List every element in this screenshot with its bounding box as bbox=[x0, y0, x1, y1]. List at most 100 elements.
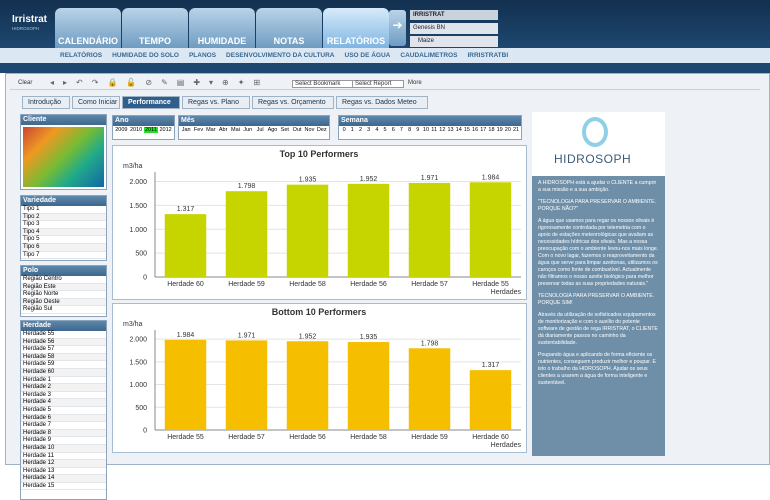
bar bbox=[164, 339, 207, 430]
subnav-item[interactable]: HUMIDADE DO SOLO bbox=[112, 52, 179, 59]
subnav-item[interactable]: DESENVOLVIMENTO DA CULTURA bbox=[226, 52, 335, 59]
filter-item[interactable]: 20 bbox=[504, 127, 511, 133]
filter-item[interactable]: Herdade 58 bbox=[21, 353, 106, 362]
filter-item[interactable]: 21 bbox=[512, 127, 520, 133]
filter-item[interactable]: 2011 bbox=[143, 127, 159, 133]
filter-item[interactable]: Mar bbox=[206, 127, 216, 133]
filter-item[interactable]: Tipo 1 bbox=[21, 206, 106, 214]
subnav-item[interactable]: USO DE ÁGUA bbox=[344, 52, 391, 59]
filter-item[interactable]: Tipo 7 bbox=[21, 252, 106, 260]
filter-item[interactable]: Set bbox=[280, 127, 289, 133]
y-tick-label: 500 bbox=[135, 405, 147, 412]
filter-item[interactable]: Herdade 15 bbox=[21, 483, 106, 491]
report-tab[interactable]: Performance bbox=[122, 96, 180, 109]
filter-item[interactable]: 2010 bbox=[130, 127, 143, 133]
filter-item[interactable]: Dez bbox=[316, 127, 327, 133]
filter-item[interactable]: 2012 bbox=[159, 127, 172, 133]
arrow-button[interactable]: ➔ bbox=[389, 10, 406, 46]
filter-item[interactable]: Herdade 5 bbox=[21, 407, 106, 415]
filter-item[interactable]: Fev bbox=[193, 127, 204, 133]
filter-item[interactable]: 3 bbox=[367, 127, 371, 133]
filter-item[interactable]: 19 bbox=[496, 127, 503, 133]
filter-item[interactable]: 8 bbox=[408, 127, 412, 133]
bookmark-select[interactable]: Select Bookmark bbox=[292, 80, 354, 88]
filter-item[interactable]: Tipo 2 bbox=[21, 213, 106, 222]
filter-item[interactable]: Herdade 59 bbox=[21, 361, 106, 369]
subnav-item[interactable]: PLANOS bbox=[188, 52, 217, 59]
filter-item[interactable]: 4 bbox=[375, 127, 379, 133]
filter-item[interactable]: 1 bbox=[350, 127, 354, 133]
filter-item[interactable]: 6 bbox=[391, 127, 395, 133]
report-select[interactable]: Select Report bbox=[352, 80, 405, 88]
filter-item[interactable]: Herdade 3 bbox=[21, 392, 106, 400]
filter-item[interactable]: Tipo 5 bbox=[21, 236, 106, 244]
filter-item[interactable]: 12 bbox=[439, 127, 446, 133]
filter-item[interactable]: 0 bbox=[342, 127, 346, 133]
filter-item[interactable]: Out bbox=[292, 127, 302, 133]
nav-tab[interactable]: CALENDÁRIO bbox=[55, 8, 121, 48]
filter-item[interactable]: Jul bbox=[256, 127, 264, 133]
filter-item[interactable]: 5 bbox=[383, 127, 387, 133]
report-tab[interactable]: Como Iniciar bbox=[72, 96, 120, 109]
nav-tab[interactable]: NOTAS bbox=[256, 8, 322, 48]
subnav-item[interactable]: CAUDALIMETROS bbox=[400, 52, 458, 59]
filter-item[interactable]: 11 bbox=[431, 127, 438, 133]
crop-select[interactable]: Maize bbox=[410, 36, 498, 47]
filter-item[interactable]: Herdade 11 bbox=[21, 453, 106, 461]
filter-item[interactable]: Região Este bbox=[21, 283, 106, 292]
filter-item[interactable]: Região Norte bbox=[21, 291, 106, 299]
filter-item[interactable]: Herdade 7 bbox=[21, 422, 106, 430]
report-tab[interactable]: Regas vs. Orçamento bbox=[252, 96, 334, 109]
filter-item[interactable]: 2 bbox=[358, 127, 362, 133]
filter-item[interactable]: Tipo 6 bbox=[21, 243, 106, 252]
filter-item[interactable]: Herdade 4 bbox=[21, 399, 106, 407]
filter-item[interactable]: Ago bbox=[267, 127, 278, 133]
nav-tab[interactable]: RELATÓRIOS bbox=[323, 8, 389, 48]
subnav-item[interactable]: RELATÓRIOS bbox=[60, 52, 103, 59]
report-tab[interactable]: Introdução bbox=[22, 96, 70, 109]
filter-item[interactable]: Herdade 13 bbox=[21, 468, 106, 476]
report-tab[interactable]: Regas vs. Dados Meteo bbox=[336, 96, 428, 109]
filter-item[interactable]: Mai bbox=[231, 127, 240, 133]
filter-item[interactable]: Herdade 14 bbox=[21, 475, 106, 483]
filter-item[interactable]: Região Sul bbox=[21, 306, 106, 314]
filter-item[interactable]: Herdade 9 bbox=[21, 437, 106, 445]
filter-item[interactable]: Nov bbox=[304, 127, 315, 133]
filter-item[interactable]: 15 bbox=[463, 127, 470, 133]
filter-item[interactable]: Região Centro bbox=[21, 276, 106, 284]
filter-item[interactable]: Abr bbox=[218, 127, 228, 133]
filter-item[interactable]: Herdade 2 bbox=[21, 384, 106, 392]
filter-item[interactable]: 9 bbox=[416, 127, 420, 133]
farm-select[interactable]: Genesis BN bbox=[410, 23, 498, 34]
filter-item[interactable]: 14 bbox=[455, 127, 462, 133]
filter-item[interactable]: Herdade 10 bbox=[21, 444, 106, 453]
filter-item[interactable]: 10 bbox=[422, 127, 430, 133]
filter-item[interactable]: 7 bbox=[399, 127, 403, 133]
filter-item[interactable]: 13 bbox=[447, 127, 454, 133]
filter-item[interactable]: 16 bbox=[472, 127, 479, 133]
filter-item[interactable]: 17 bbox=[480, 127, 487, 133]
filter-item[interactable]: Tipo 3 bbox=[21, 221, 106, 229]
filter-item[interactable]: Herdade 6 bbox=[21, 414, 106, 423]
filter-item[interactable]: Herdade 57 bbox=[21, 346, 106, 354]
clear-button[interactable]: Clear bbox=[18, 80, 33, 86]
nav-tab[interactable]: HUMIDADE bbox=[189, 8, 255, 48]
filter-item[interactable]: Região Oeste bbox=[21, 298, 106, 307]
filter-item[interactable]: Herdade 8 bbox=[21, 429, 106, 438]
strip bbox=[0, 63, 770, 73]
filter-item[interactable]: Herdade 55 bbox=[21, 331, 106, 339]
filter-item[interactable]: 2009 bbox=[115, 127, 128, 133]
filter-item[interactable]: Herdade 1 bbox=[21, 377, 106, 385]
filter-item[interactable]: 18 bbox=[488, 127, 495, 133]
filter-item[interactable]: Jun bbox=[243, 127, 253, 133]
more-button[interactable]: More bbox=[408, 80, 422, 86]
filter-item[interactable]: Tipo 4 bbox=[21, 228, 106, 237]
filter-item[interactable]: Herdade 12 bbox=[21, 460, 106, 468]
filter-item[interactable]: Herdade 56 bbox=[21, 338, 106, 347]
report-tab[interactable]: Regas vs. Plano bbox=[182, 96, 250, 109]
filter-title: Polo bbox=[21, 266, 106, 276]
subnav-item[interactable]: IRRISTRATBI bbox=[467, 52, 509, 59]
filter-item[interactable]: Herdade 60 bbox=[21, 368, 106, 377]
filter-item[interactable]: Jan bbox=[181, 127, 191, 133]
nav-tab[interactable]: TEMPO bbox=[122, 8, 188, 48]
